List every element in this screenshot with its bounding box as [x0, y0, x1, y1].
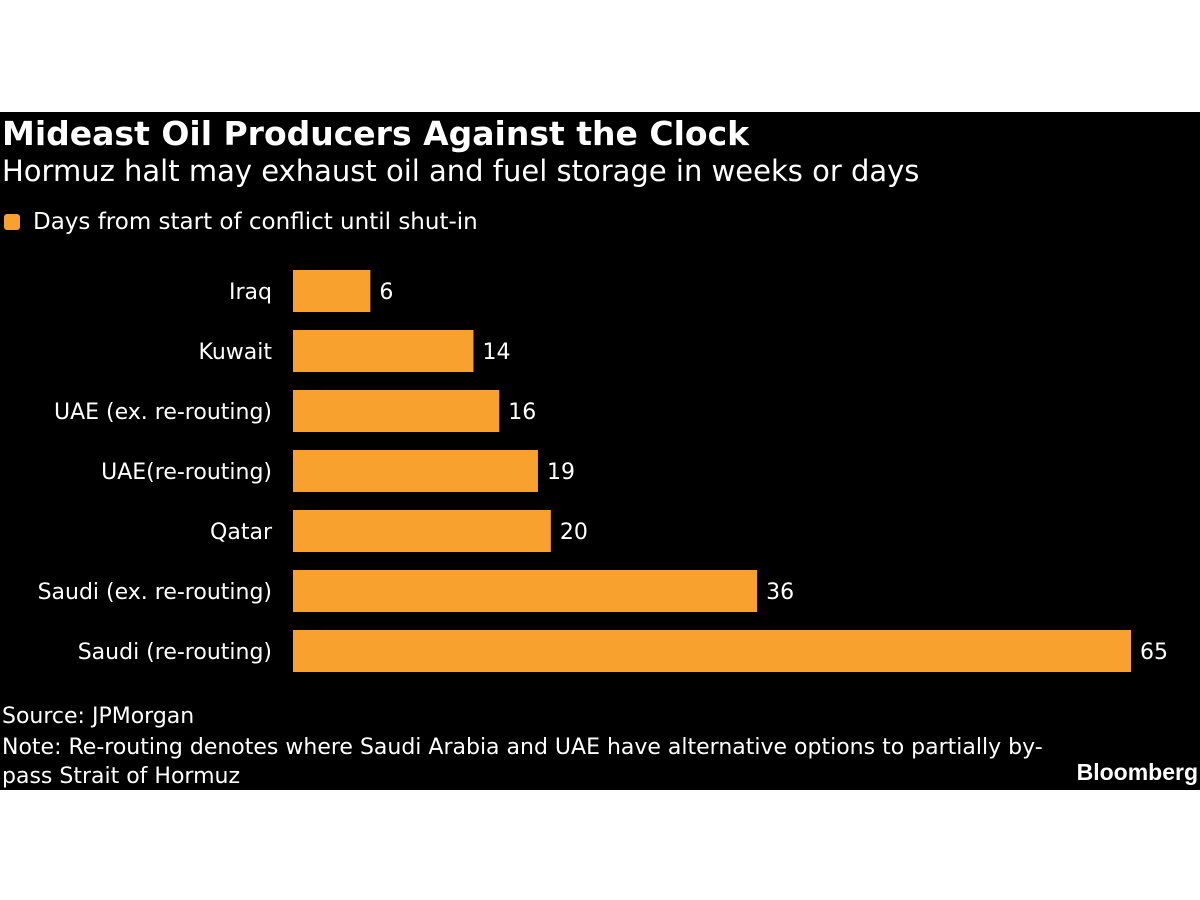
bar-0: [293, 270, 371, 312]
bar-5: [293, 570, 758, 612]
category-label: UAE(re-routing): [101, 460, 272, 485]
bar-chart: Iraq 6 Kuwait 14 UAE (ex. re-routing) 16 UAE(r…: [38, 270, 1168, 672]
category-label: Saudi (re-routing): [78, 640, 272, 665]
chart-subtitle: Hormuz halt may exhaust oil and fuel sto…: [2, 154, 920, 188]
source-note: Source: JPMorgan: [2, 704, 195, 729]
bar-1: [293, 330, 474, 372]
bar-2: [293, 390, 500, 432]
value-label: 65: [1140, 640, 1168, 665]
category-label: Qatar: [210, 520, 273, 545]
chart-title: Mideast Oil Producers Against the Clock: [2, 114, 750, 153]
bar-3: [293, 450, 538, 492]
value-label: 20: [560, 520, 588, 545]
category-label: UAE (ex. re-routing): [54, 400, 272, 425]
bar-6: [293, 630, 1131, 672]
value-label: 16: [508, 400, 536, 425]
category-label: Kuwait: [199, 340, 273, 365]
legend-swatch: [4, 214, 20, 230]
category-label: Saudi (ex. re-routing): [38, 580, 272, 605]
value-label: 19: [547, 460, 575, 485]
footnote: Note: Re-routing denotes where Saudi Ara…: [2, 735, 1043, 789]
bloomberg-logo: Bloomberg: [1076, 759, 1198, 785]
chart-panel: Mideast Oil Producers Against the Clock …: [0, 112, 1200, 790]
value-label: 14: [482, 340, 510, 365]
bar-4: [293, 510, 551, 552]
category-label: Iraq: [229, 280, 272, 305]
value-label: 6: [379, 280, 393, 305]
legend: Days from start of conflict until shut-i…: [4, 209, 478, 235]
value-label: 36: [766, 580, 794, 605]
legend-label: Days from start of conflict until shut-i…: [33, 209, 478, 235]
